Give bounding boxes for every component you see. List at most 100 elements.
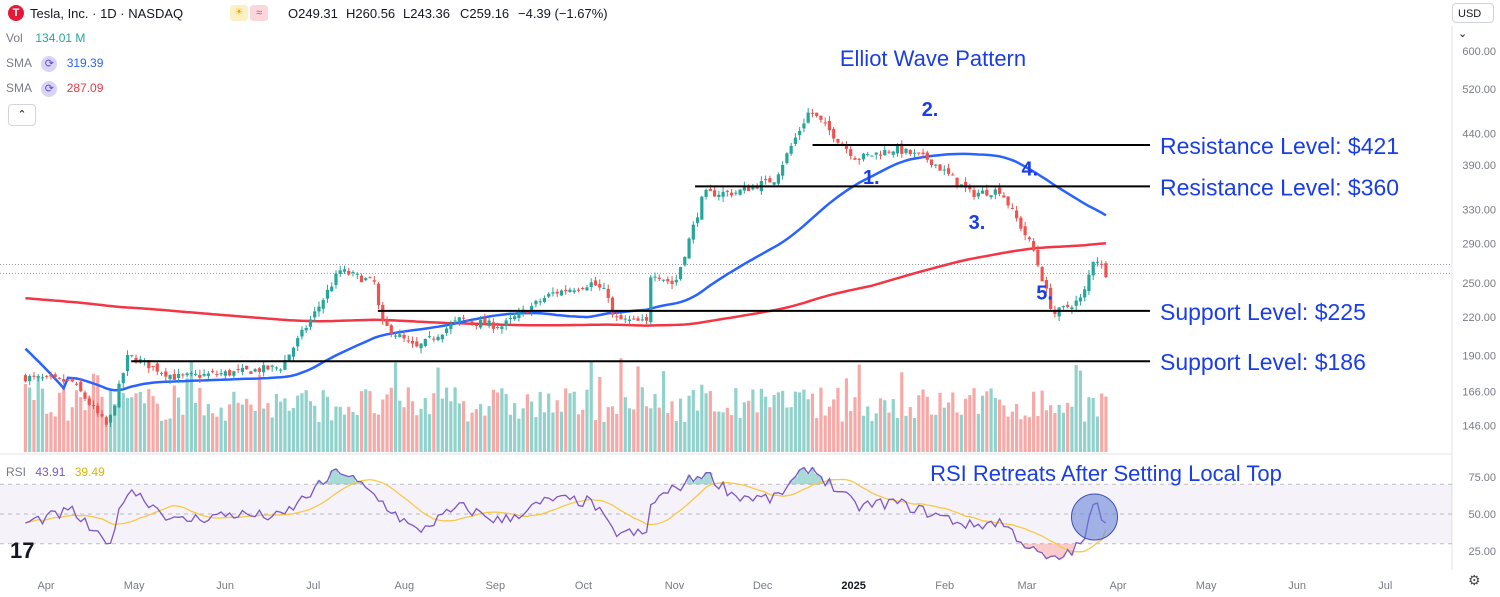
- volume-bar: [240, 404, 244, 452]
- data-delay-icon[interactable]: ≈: [250, 5, 268, 21]
- rsi-ma-value: 39.49: [74, 465, 105, 479]
- time-tick-label: Jun: [216, 580, 234, 592]
- volume-bar: [802, 389, 806, 452]
- candle-body: [62, 379, 66, 382]
- volume-bar: [508, 414, 512, 452]
- candle-body: [240, 367, 244, 372]
- candle-body: [49, 375, 53, 377]
- candle-body: [917, 152, 921, 154]
- candle-body: [980, 190, 985, 194]
- volume-bar: [372, 413, 376, 452]
- volume-bar: [976, 413, 980, 452]
- volume-bar: [602, 421, 606, 452]
- candle-body: [564, 289, 568, 292]
- volume-bar: [530, 401, 534, 452]
- volume-legend[interactable]: Vol 134.01 M: [6, 31, 86, 45]
- volume-bar: [615, 413, 619, 452]
- volume-bar: [832, 399, 836, 452]
- ohlc-high: H260.56: [346, 6, 396, 21]
- candle-body: [1087, 274, 1091, 292]
- candle-body: [1095, 261, 1100, 263]
- volume-bar: [521, 408, 525, 452]
- collapse-legend-button[interactable]: ⌃: [8, 104, 36, 126]
- volume-bar: [823, 415, 827, 452]
- volume-bar: [1057, 404, 1061, 452]
- volume-bar: [262, 408, 266, 452]
- candle-body: [351, 272, 355, 274]
- volume-bar: [853, 397, 857, 452]
- volume-bar: [989, 388, 993, 452]
- volume-bar: [1049, 405, 1053, 452]
- volume-bar: [1087, 397, 1091, 452]
- volume-bar: [764, 396, 768, 452]
- volume-bar: [1023, 415, 1027, 452]
- volume-bar: [785, 407, 789, 452]
- currency-select[interactable]: USD ⌄: [1452, 3, 1494, 40]
- sma-slow-legend[interactable]: SMA ⟳ 287.09: [6, 81, 104, 97]
- wave-label: 5.: [1036, 283, 1053, 305]
- candle-body: [674, 279, 678, 283]
- candle-body: [1104, 263, 1108, 278]
- market-status-icon[interactable]: ☀: [230, 5, 248, 21]
- candle-body: [36, 376, 40, 378]
- volume-bar: [547, 393, 551, 452]
- volume-bar: [1002, 405, 1006, 452]
- volume-bar: [993, 398, 997, 452]
- candle-body: [1015, 210, 1019, 219]
- candle-body: [164, 371, 168, 377]
- volume-bar: [1010, 411, 1014, 452]
- candle-body: [717, 194, 721, 197]
- volume-bar: [1083, 421, 1087, 452]
- candle-body: [530, 305, 534, 312]
- candle-body: [342, 269, 347, 272]
- candle-body: [74, 383, 79, 385]
- volume-bar: [338, 406, 342, 452]
- candle-body: [87, 398, 91, 405]
- candle-body: [657, 277, 661, 279]
- volume-bar: [700, 384, 704, 452]
- candle-body: [487, 320, 491, 326]
- candle-body: [798, 130, 802, 136]
- volume-bar: [661, 371, 666, 452]
- volume-bar: [436, 367, 440, 452]
- refresh-icon[interactable]: ⟳: [41, 56, 58, 72]
- volume-bar: [751, 389, 755, 452]
- candle-body: [866, 154, 870, 156]
- symbol-title[interactable]: Tesla, Inc. · 1D · NASDAQ: [30, 6, 184, 21]
- refresh-icon[interactable]: ⟳: [41, 81, 58, 97]
- candle-body: [334, 273, 338, 285]
- volume-bar: [245, 398, 249, 452]
- volume-bar: [415, 415, 419, 452]
- candle-body: [130, 355, 134, 357]
- candle-body: [525, 311, 530, 314]
- candle-body: [172, 373, 176, 380]
- candle-body: [53, 374, 57, 378]
- level-label: Resistance Level: $360: [1160, 174, 1399, 200]
- candle-body: [219, 373, 223, 375]
- candle-body: [785, 153, 789, 164]
- time-tick-label: 2025: [841, 580, 865, 592]
- candle-body: [823, 122, 827, 124]
- candle-body: [23, 375, 28, 382]
- volume-bar: [1104, 396, 1108, 452]
- volume-bar: [202, 415, 206, 452]
- candle-body: [844, 145, 849, 149]
- candle-body: [245, 365, 249, 370]
- settings-gear-icon[interactable]: ⚙: [1468, 572, 1481, 588]
- sma-fast-legend[interactable]: SMA ⟳ 319.39: [6, 56, 104, 72]
- candle-body: [781, 165, 785, 176]
- volume-bar: [623, 397, 627, 452]
- volume-bar: [836, 387, 840, 452]
- candle-body: [32, 375, 36, 377]
- time-tick-label: Aug: [395, 580, 415, 592]
- volume-bar: [334, 406, 338, 452]
- volume-bar: [155, 403, 159, 452]
- rsi-legend[interactable]: RSI 43.91 39.49: [6, 465, 105, 479]
- volume-bar: [759, 388, 763, 452]
- candle-body: [751, 186, 755, 190]
- candle-body: [551, 292, 555, 294]
- candle-body: [725, 190, 729, 192]
- volume-bar: [1036, 416, 1040, 452]
